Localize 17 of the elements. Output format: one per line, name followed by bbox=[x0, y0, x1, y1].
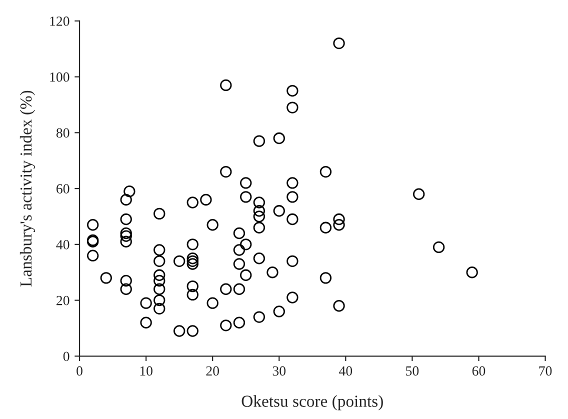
x-tick-label: 60 bbox=[472, 366, 486, 376]
y-tick-label: 40 bbox=[56, 240, 70, 250]
y-tick-label: 100 bbox=[50, 72, 70, 82]
y-axis-title: Lansbury's activity index (%) bbox=[20, 90, 36, 287]
x-tick-label: 0 bbox=[76, 366, 82, 376]
x-tick-label: 40 bbox=[338, 366, 352, 376]
x-tick-label: 30 bbox=[272, 366, 286, 376]
y-tick-label: 80 bbox=[56, 128, 70, 138]
x-axis-title: Oketsu score (points) bbox=[242, 395, 383, 410]
x-tick-label: 10 bbox=[140, 366, 152, 376]
y-tick-label: 60 bbox=[56, 184, 70, 194]
y-tick-label: 120 bbox=[50, 16, 70, 26]
x-tick-label: 70 bbox=[539, 366, 552, 376]
x-tick-label: 50 bbox=[406, 366, 419, 376]
y-tick-label: 0 bbox=[63, 352, 70, 362]
y-tick-label: 20 bbox=[56, 296, 70, 306]
x-tick-label: 20 bbox=[206, 366, 220, 376]
